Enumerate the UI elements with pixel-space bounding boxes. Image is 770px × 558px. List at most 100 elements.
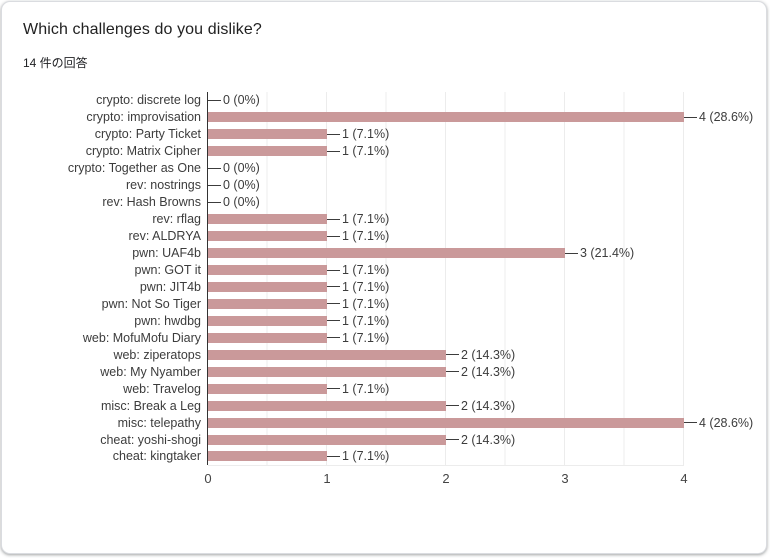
category-label: web: My Nyamber	[100, 364, 201, 379]
category-label: crypto: improvisation	[86, 110, 201, 125]
value-annotation: 1 (7.1%)	[327, 380, 389, 397]
annotation-line	[327, 269, 340, 271]
value-annotation: 2 (14.3%)	[446, 363, 515, 380]
value-annotation: 2 (14.3%)	[446, 431, 515, 448]
chart-row: pwn: JIT4b 1 (7.1%)	[2, 278, 766, 295]
category-label: pwn: JIT4b	[139, 279, 201, 294]
category-label: cheat: kingtaker	[112, 449, 201, 464]
annotation-line	[327, 455, 340, 457]
bar	[208, 417, 684, 428]
annotation-line	[446, 439, 459, 441]
category-label: web: MofuMofu Diary	[82, 330, 201, 345]
value-label: 0 (0%)	[223, 93, 260, 108]
value-label: 4 (28.6%)	[699, 415, 754, 430]
value-annotation: 1 (7.1%)	[327, 295, 389, 312]
chart-row: crypto: improvisation 4 (28.6%)	[2, 109, 766, 126]
chart-row: rev: Hash Browns 0 (0%)	[2, 194, 766, 211]
category-label: crypto: Matrix Cipher	[85, 144, 201, 159]
annotation-line	[327, 303, 340, 305]
value-annotation: 1 (7.1%)	[327, 126, 389, 143]
annotation-line	[446, 354, 459, 356]
value-label: 1 (7.1%)	[342, 144, 390, 159]
value-annotation: 0 (0%)	[208, 160, 260, 177]
x-tick-label: 0	[204, 471, 212, 486]
category-label: misc: Break a Leg	[100, 398, 201, 413]
x-tick-label: 4	[680, 471, 688, 486]
y-axis-line	[207, 92, 208, 465]
bar	[208, 298, 327, 309]
bar	[208, 248, 565, 259]
chart-rows: crypto: discrete log 0 (0%) crypto: improv…	[2, 92, 766, 465]
bar	[208, 434, 446, 445]
chart-row: web: Travelog 1 (7.1%)	[2, 380, 766, 397]
category-label: pwn: UAF4b	[132, 246, 201, 261]
category-label: cheat: yoshi-shogi	[100, 432, 201, 447]
value-annotation: 4 (28.6%)	[684, 414, 753, 431]
value-label: 1 (7.1%)	[342, 330, 390, 345]
value-label: 3 (21.4%)	[580, 246, 635, 261]
bar	[208, 400, 446, 411]
value-annotation: 1 (7.1%)	[327, 278, 389, 295]
annotation-line	[327, 218, 340, 220]
annotation-line	[684, 116, 697, 118]
value-label: 2 (14.3%)	[461, 398, 516, 413]
category-label: crypto: Together as One	[67, 161, 201, 176]
value-label: 1 (7.1%)	[342, 279, 390, 294]
category-label: rev: rflag	[152, 212, 201, 227]
x-tick-label: 1	[323, 471, 331, 486]
bar	[208, 383, 327, 394]
value-annotation: 2 (14.3%)	[446, 397, 515, 414]
chart-row: web: My Nyamber 2 (14.3%)	[2, 363, 766, 380]
annotation-line	[208, 167, 221, 169]
x-axis: 0 1 2 3 4	[2, 471, 766, 487]
card-content: Which challenges do you dislike? 14 件の回答…	[2, 2, 766, 553]
bar	[208, 451, 327, 462]
annotation-line	[327, 320, 340, 322]
category-label: rev: nostrings	[125, 178, 201, 193]
category-label: pwn: GOT it	[134, 263, 201, 277]
question-title: Which challenges do you dislike?	[23, 21, 262, 38]
bar	[208, 214, 327, 225]
value-label: 2 (14.3%)	[461, 347, 516, 362]
bar	[208, 265, 327, 275]
value-annotation: 0 (0%)	[208, 177, 260, 194]
bar	[208, 332, 327, 343]
value-label: 1 (7.1%)	[342, 127, 390, 142]
value-label: 1 (7.1%)	[342, 381, 390, 396]
bar	[208, 281, 327, 292]
x-tick-label: 2	[442, 471, 450, 486]
value-label: 1 (7.1%)	[342, 212, 390, 227]
value-annotation: 0 (0%)	[208, 92, 260, 109]
annotation-line	[327, 235, 340, 237]
chart-row: crypto: Party Ticket 1 (7.1%)	[2, 126, 766, 143]
category-label: crypto: Party Ticket	[94, 127, 201, 142]
bar	[208, 231, 327, 242]
annotation-line	[327, 337, 340, 339]
chart-row: pwn: Not So Tiger 1 (7.1%)	[2, 295, 766, 312]
value-label: 1 (7.1%)	[342, 313, 390, 328]
annotation-line	[565, 252, 578, 254]
chart-row: rev: ALDRYA 1 (7.1%)	[2, 228, 766, 245]
x-tick-label: 3	[561, 471, 569, 486]
value-annotation: 1 (7.1%)	[327, 262, 389, 279]
chart-row: cheat: yoshi-shogi 2 (14.3%)	[2, 431, 766, 448]
bar	[208, 366, 446, 377]
chart-row: rev: rflag 1 (7.1%)	[2, 211, 766, 228]
annotation-line	[446, 371, 459, 373]
value-label: 1 (7.1%)	[342, 296, 390, 311]
value-annotation: 0 (0%)	[208, 194, 260, 211]
value-label: 1 (7.1%)	[342, 449, 390, 464]
category-label: rev: ALDRYA	[128, 229, 202, 244]
bar-chart: crypto: discrete log 0 (0%) crypto: improv…	[2, 92, 766, 492]
category-label: web: Travelog	[123, 381, 201, 396]
chart-row: misc: Break a Leg 2 (14.3%)	[2, 397, 766, 414]
value-annotation: 3 (21.4%)	[565, 245, 634, 262]
chart-row: cheat: kingtaker 1 (7.1%)	[2, 448, 766, 465]
value-annotation: 1 (7.1%)	[327, 329, 389, 346]
bar	[208, 315, 327, 326]
category-label: pwn: hwdbg	[134, 313, 201, 328]
bar	[208, 349, 446, 360]
value-label: 4 (28.6%)	[699, 110, 754, 125]
chart-row: misc: telepathy 4 (28.6%)	[2, 414, 766, 431]
